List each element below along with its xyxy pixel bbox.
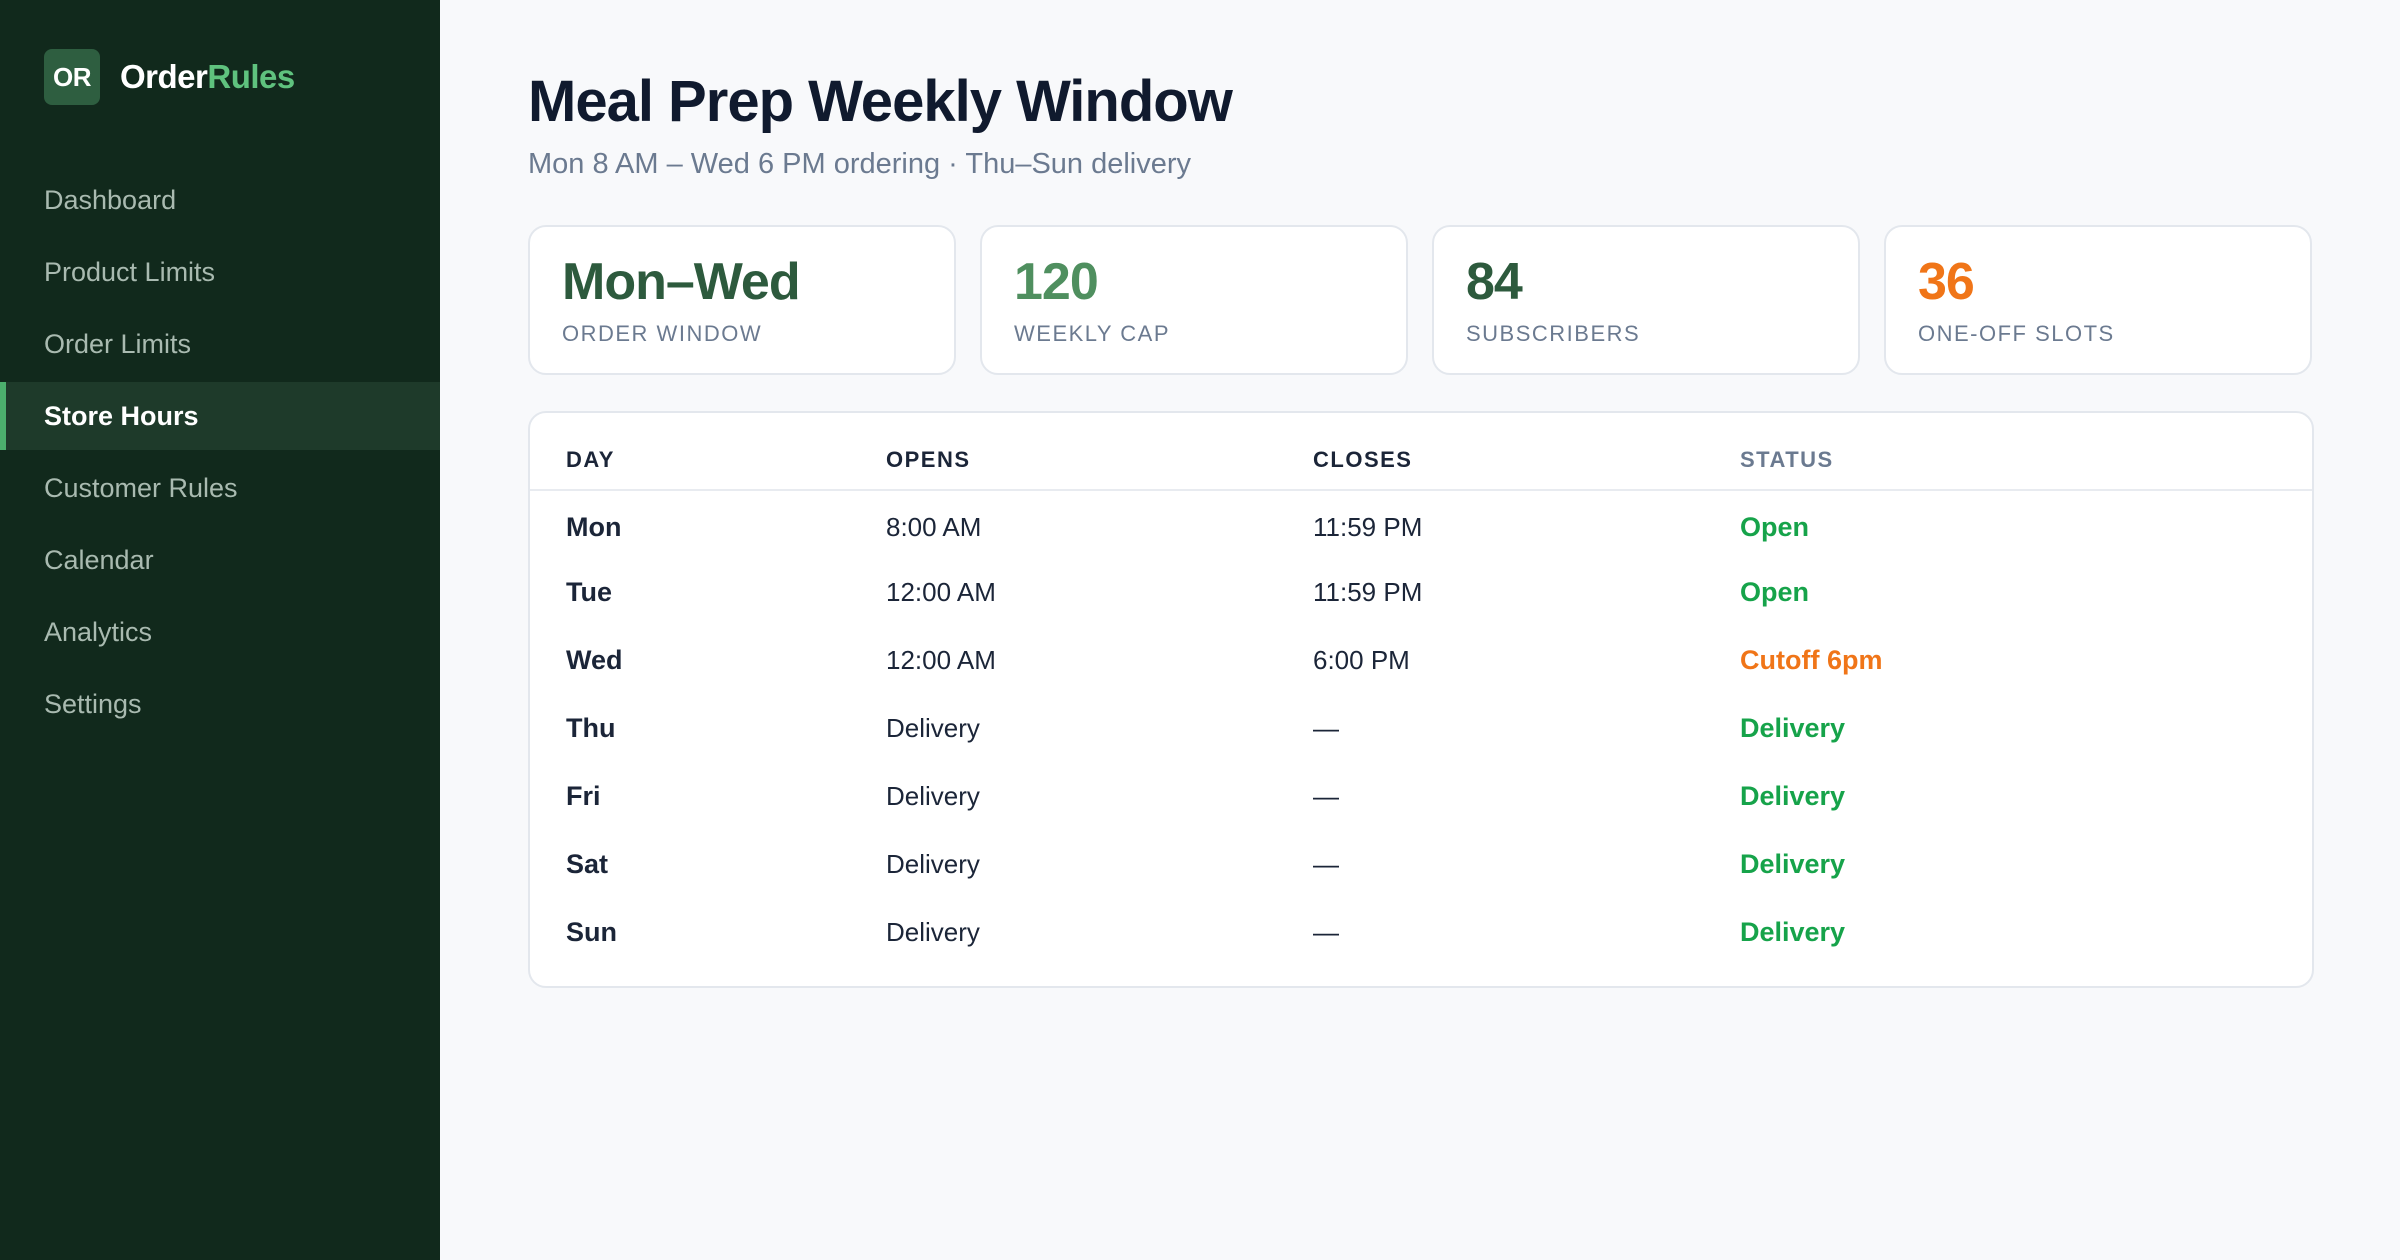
brand-name-main: Order xyxy=(120,58,208,95)
sidebar-item-order-limits[interactable]: Order Limits xyxy=(0,310,440,378)
cell-status: Delivery xyxy=(1740,712,1846,743)
sidebar-item-label: Customer Rules xyxy=(44,472,238,503)
table-row[interactable]: Sat Delivery — Delivery xyxy=(530,830,2312,898)
cell-opens: 12:00 AM xyxy=(886,576,996,607)
sidebar-item-label: Product Limits xyxy=(44,256,216,287)
main-content: Meal Prep Weekly Window Mon 8 AM – Wed 6… xyxy=(440,0,2400,1260)
cell-status: Delivery xyxy=(1740,780,1846,811)
brand[interactable]: OR OrderRules xyxy=(0,0,440,106)
cell-day: Wed xyxy=(566,644,623,675)
column-header-day: DAY xyxy=(530,413,886,491)
sidebar-item-analytics[interactable]: Analytics xyxy=(0,598,440,666)
cell-status: Cutoff 6pm xyxy=(1740,644,1883,675)
brand-name: OrderRules xyxy=(120,58,295,96)
cell-opens: Delivery xyxy=(886,780,980,811)
sidebar-item-calendar[interactable]: Calendar xyxy=(0,526,440,594)
stat-card-subscribers: 84 SUBSCRIBERS xyxy=(1432,225,1860,375)
cell-day: Tue xyxy=(566,576,612,607)
stat-value: Mon–Wed xyxy=(562,253,801,311)
sidebar: OR OrderRules Dashboard Product Limits O… xyxy=(0,0,440,1260)
sidebar-item-label: Dashboard xyxy=(44,184,177,215)
cell-closes: — xyxy=(1313,916,1339,947)
stat-value: 120 xyxy=(1014,253,1099,311)
cell-closes: 6:00 PM xyxy=(1313,644,1410,675)
cell-closes: 11:59 PM xyxy=(1313,512,1423,542)
stat-card-one-off-slots: 36 ONE-OFF SLOTS xyxy=(1884,225,2312,375)
stat-card-weekly-cap: 120 WEEKLY CAP xyxy=(980,225,1408,375)
page-subtitle: Mon 8 AM – Wed 6 PM ordering · Thu–Sun d… xyxy=(528,148,1192,180)
cell-closes: 11:59 PM xyxy=(1313,576,1423,607)
stat-card-order-window: Mon–Wed ORDER WINDOW xyxy=(528,225,956,375)
table-row[interactable]: Mon 8:00 AM 11:59 PM Open xyxy=(530,490,2312,558)
cell-opens: Delivery xyxy=(886,848,980,879)
cell-opens: 8:00 AM xyxy=(886,512,982,542)
sidebar-item-dashboard[interactable]: Dashboard xyxy=(0,166,440,234)
cell-status: Delivery xyxy=(1740,916,1846,947)
stat-value: 36 xyxy=(1918,253,1975,311)
cell-closes: — xyxy=(1313,712,1339,743)
cell-closes: — xyxy=(1313,780,1339,811)
cell-day: Sun xyxy=(566,916,617,947)
sidebar-item-label: Analytics xyxy=(44,616,153,647)
sidebar-item-settings[interactable]: Settings xyxy=(0,670,440,738)
store-hours-table: DAY OPENS CLOSES STATUS Mon 8:00 AM 11:5… xyxy=(530,413,2312,966)
table-header-row: DAY OPENS CLOSES STATUS xyxy=(530,413,2312,491)
stat-label: ORDER WINDOW xyxy=(562,321,763,346)
page-title: Meal Prep Weekly Window xyxy=(528,69,1233,134)
table-row[interactable]: Sun Delivery — Delivery xyxy=(530,898,2312,966)
stat-label: WEEKLY CAP xyxy=(1014,321,1171,346)
cell-day: Thu xyxy=(566,712,616,743)
column-header-closes: CLOSES xyxy=(1313,413,1740,491)
cell-opens: Delivery xyxy=(886,712,980,743)
table-row[interactable]: Thu Delivery — Delivery xyxy=(530,694,2312,762)
sidebar-item-label: Calendar xyxy=(44,544,154,575)
sidebar-item-customer-rules[interactable]: Customer Rules xyxy=(0,454,440,522)
stat-value: 84 xyxy=(1466,253,1523,311)
table-row[interactable]: Fri Delivery — Delivery xyxy=(530,762,2312,830)
store-hours-table-card: DAY OPENS CLOSES STATUS Mon 8:00 AM 11:5… xyxy=(528,411,2314,988)
table-row[interactable]: Tue 12:00 AM 11:59 PM Open xyxy=(530,558,2312,626)
column-header-status: STATUS xyxy=(1740,413,2312,491)
cell-status: Delivery xyxy=(1740,848,1846,879)
stat-label: SUBSCRIBERS xyxy=(1466,321,1641,346)
cell-closes: — xyxy=(1313,848,1339,879)
sidebar-item-label: Settings xyxy=(44,688,142,719)
cell-status: Open xyxy=(1740,576,1810,607)
sidebar-item-product-limits[interactable]: Product Limits xyxy=(0,238,440,306)
cell-day: Sat xyxy=(566,848,609,879)
sidebar-item-label: Store Hours xyxy=(44,400,199,431)
brand-name-accent: Rules xyxy=(207,58,295,95)
table-row[interactable]: Wed 12:00 AM 6:00 PM Cutoff 6pm xyxy=(530,626,2312,694)
column-header-opens: OPENS xyxy=(886,413,1313,491)
cell-opens: 12:00 AM xyxy=(886,644,996,675)
stat-label: ONE-OFF SLOTS xyxy=(1918,321,2115,346)
brand-logo: OR xyxy=(44,49,100,105)
stat-cards: Mon–Wed ORDER WINDOW 120 WEEKLY CAP 84 S… xyxy=(528,225,2314,375)
cell-day: Mon xyxy=(566,512,622,542)
cell-status: Open xyxy=(1740,512,1810,542)
sidebar-nav: Dashboard Product Limits Order Limits St… xyxy=(0,166,440,738)
sidebar-item-store-hours[interactable]: Store Hours xyxy=(0,382,440,450)
sidebar-item-label: Order Limits xyxy=(44,328,192,359)
cell-opens: Delivery xyxy=(886,916,980,947)
cell-day: Fri xyxy=(566,780,601,811)
